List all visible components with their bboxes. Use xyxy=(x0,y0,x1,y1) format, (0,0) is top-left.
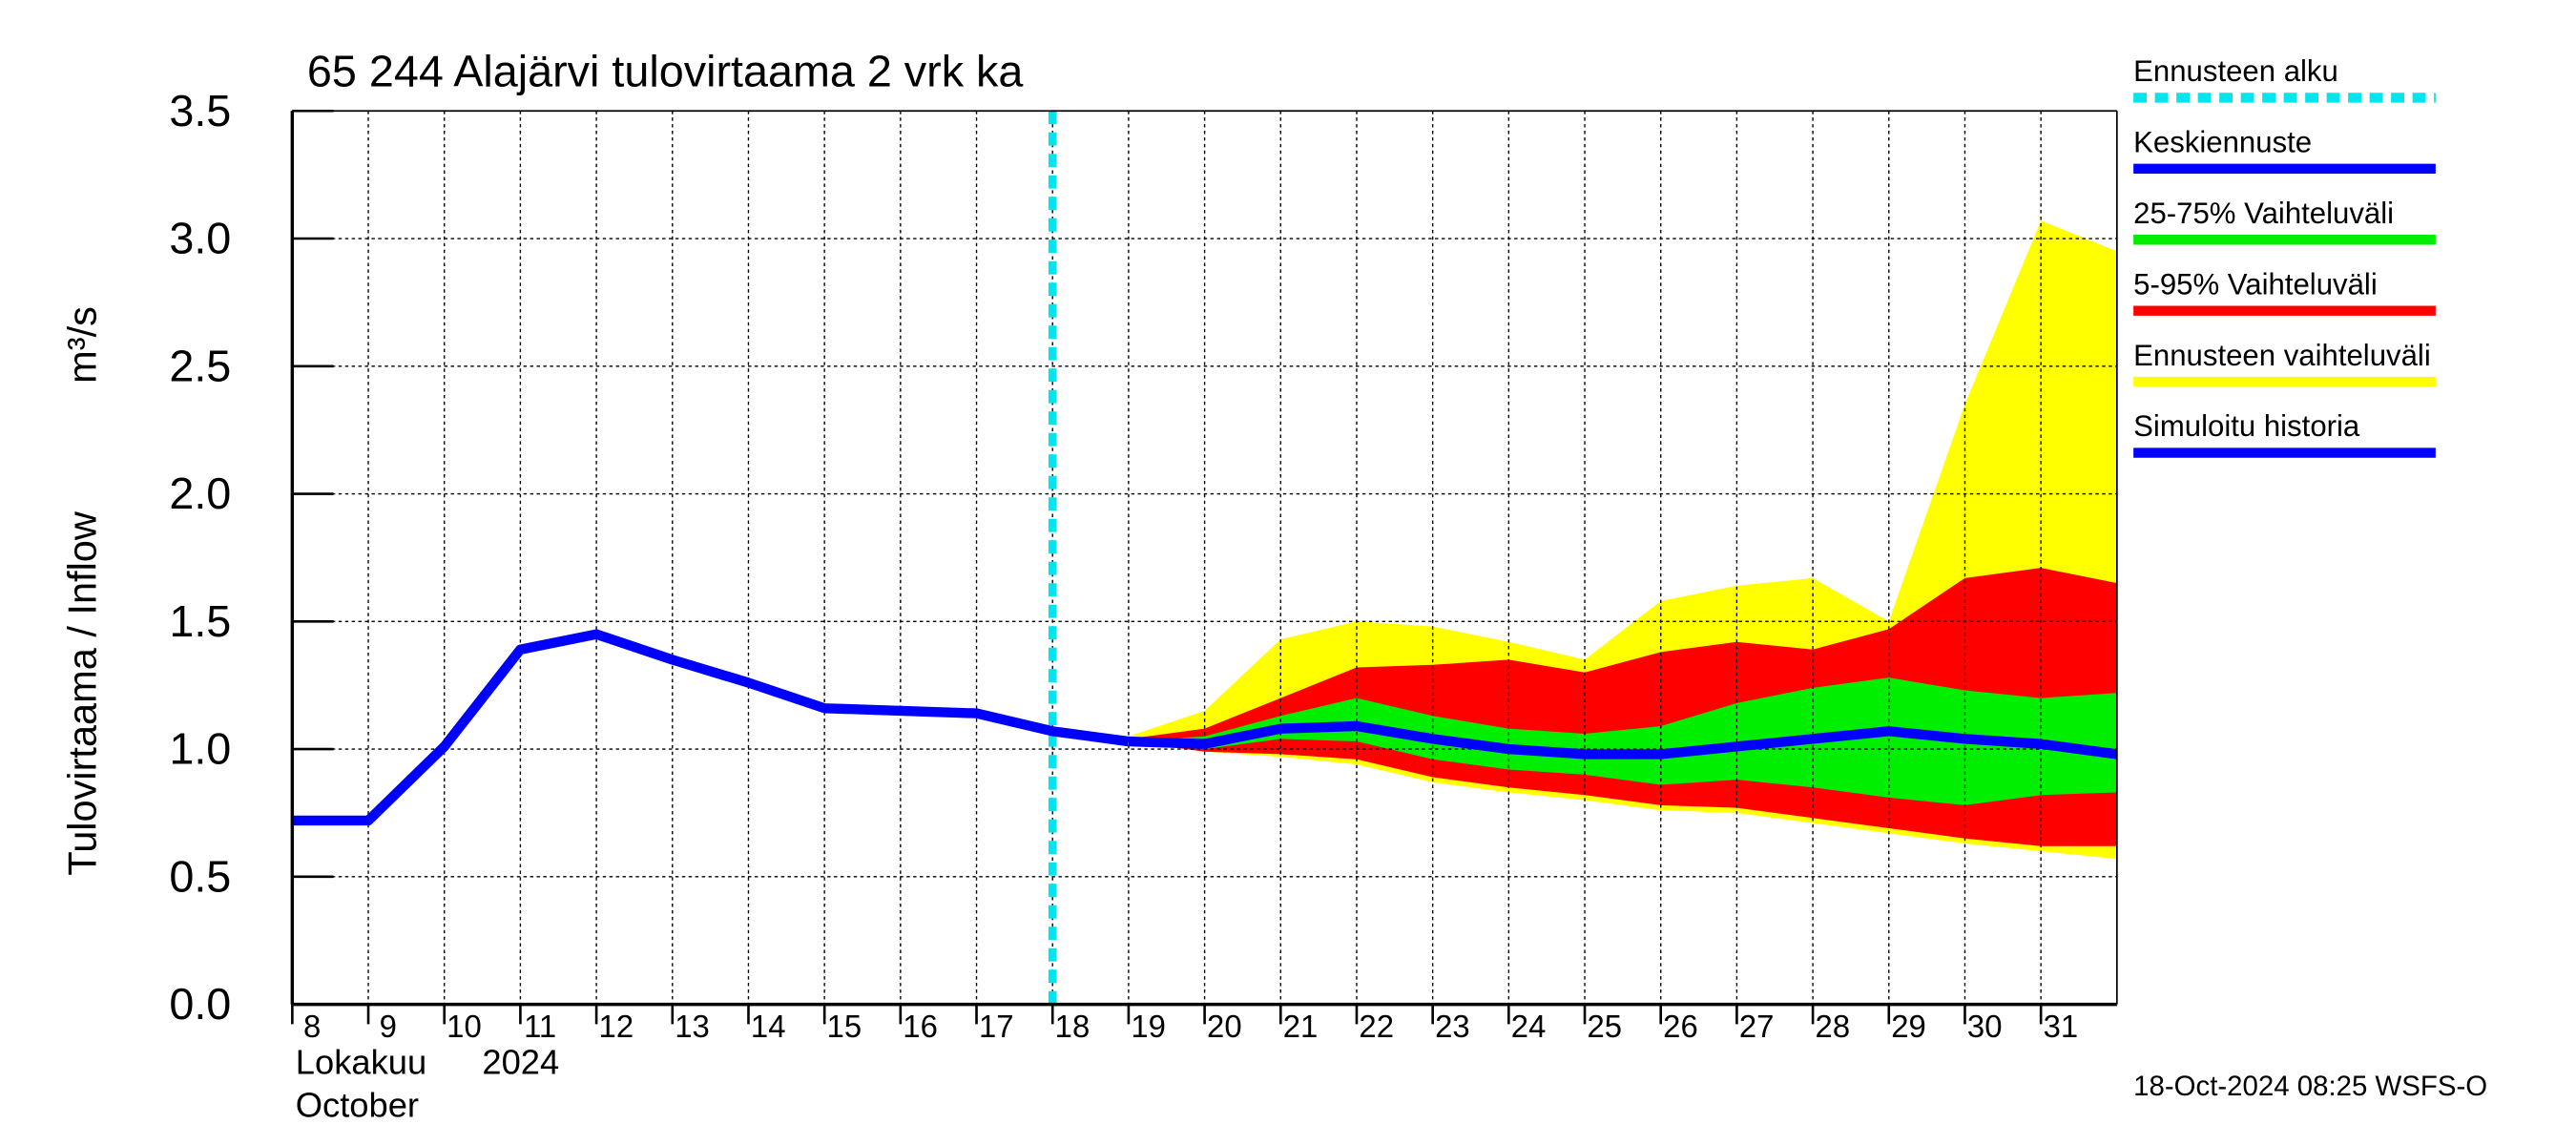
y-tick-label: 2.5 xyxy=(169,341,231,390)
chart-title: 65 244 Alajärvi tulovirtaama 2 vrk ka xyxy=(307,46,1023,95)
x-tick-label: 31 xyxy=(2044,1009,2079,1044)
x-tick-label: 21 xyxy=(1283,1009,1319,1044)
x-axis-year: 2024 xyxy=(482,1042,559,1081)
footer: 18-Oct-2024 08:25 WSFS-O xyxy=(2133,1071,2487,1102)
x-tick-label: 30 xyxy=(1967,1009,2003,1044)
y-axis-unit: m³/s xyxy=(59,306,104,384)
legend-label: Simuloitu historia xyxy=(2133,409,2360,443)
x-axis-month-en: October xyxy=(296,1085,419,1124)
x-tick-label: 28 xyxy=(1816,1009,1851,1044)
y-tick-label: 0.5 xyxy=(169,851,231,901)
legend-label: Ennusteen vaihteluväli xyxy=(2133,339,2431,372)
x-tick-label: 27 xyxy=(1739,1009,1775,1044)
x-tick-label: 23 xyxy=(1435,1009,1470,1044)
y-tick-label: 3.0 xyxy=(169,214,231,263)
x-tick-label: 16 xyxy=(903,1009,938,1044)
x-tick-label: 11 xyxy=(524,1009,556,1044)
y-axis-label: Tulovirtaama / Inflow xyxy=(59,510,104,875)
y-tick-label: 0.0 xyxy=(169,979,231,1029)
x-tick-label: 22 xyxy=(1359,1009,1394,1044)
x-tick-label: 10 xyxy=(447,1009,482,1044)
legend-label: Ennusteen alku xyxy=(2133,54,2338,88)
x-tick-label: 17 xyxy=(979,1009,1014,1044)
x-tick-label: 25 xyxy=(1588,1009,1623,1044)
x-tick-label: 19 xyxy=(1131,1009,1166,1044)
x-tick-label: 8 xyxy=(303,1009,321,1044)
x-tick-label: 18 xyxy=(1055,1009,1091,1044)
forecast-band xyxy=(1128,677,2117,805)
legend-label: Keskiennuste xyxy=(2133,126,2312,159)
series-line xyxy=(292,629,1130,826)
legend-label: 5-95% Vaihteluväli xyxy=(2133,267,2378,301)
x-tick-label: 29 xyxy=(1891,1009,1926,1044)
x-tick-label: 9 xyxy=(380,1009,397,1044)
legend-label: 25-75% Vaihteluväli xyxy=(2133,197,2394,230)
x-axis-month: Lokakuu xyxy=(296,1042,426,1081)
x-tick-label: 14 xyxy=(751,1009,786,1044)
y-tick-label: 2.0 xyxy=(169,468,231,518)
y-tick-label: 1.5 xyxy=(169,596,231,646)
y-tick-label: 3.5 xyxy=(169,86,231,135)
x-tick-label: 12 xyxy=(599,1009,634,1044)
x-tick-label: 15 xyxy=(827,1009,862,1044)
x-tick-label: 26 xyxy=(1663,1009,1698,1044)
x-tick-label: 13 xyxy=(675,1009,710,1044)
x-tick-label: 24 xyxy=(1511,1009,1547,1044)
y-tick-label: 1.0 xyxy=(169,724,231,774)
series-line xyxy=(1128,720,2118,760)
x-tick-label: 20 xyxy=(1207,1009,1242,1044)
